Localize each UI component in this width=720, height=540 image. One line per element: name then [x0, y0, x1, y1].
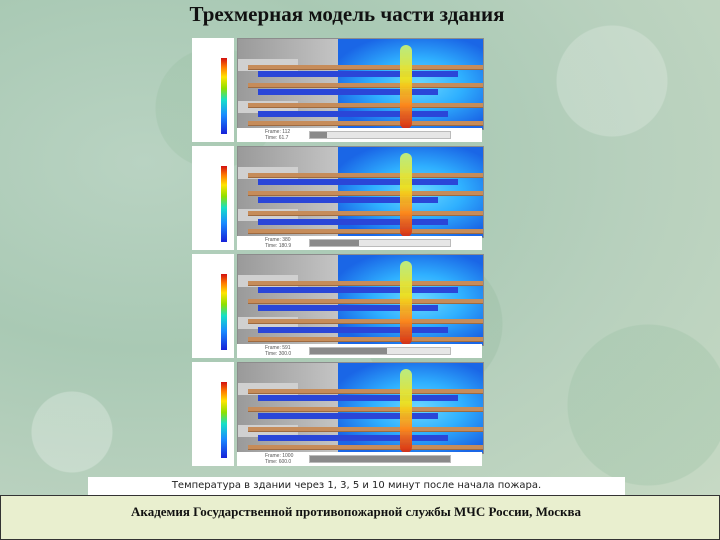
time-label: Time: 600.0 — [265, 459, 292, 465]
simulation-frame: Frame: 591 Time: 300.0 — [192, 254, 484, 358]
floor-slab — [248, 337, 483, 342]
frame-status: Frame: 380 Time: 180.9 — [237, 236, 482, 250]
cold-layer — [258, 287, 458, 293]
building-scene — [237, 146, 484, 238]
cold-layer — [258, 89, 438, 95]
time-progress-fill — [310, 456, 450, 462]
frame-label: Frame: 591 — [265, 345, 291, 351]
time-progress-bar — [309, 455, 451, 463]
floor-slab — [248, 103, 483, 108]
cold-layer — [258, 111, 448, 117]
cold-layer — [258, 327, 448, 333]
cold-layer — [258, 305, 438, 311]
frame-status: Frame: 1000 Time: 600.0 — [237, 452, 482, 466]
frame-status: Frame: 591 Time: 300.0 — [237, 344, 482, 358]
time-progress-bar — [309, 239, 451, 247]
cold-layer — [258, 71, 458, 77]
floor-slab — [248, 445, 483, 450]
cold-layer — [258, 219, 448, 225]
simulation-frame: Frame: 380 Time: 180.9 — [192, 146, 484, 250]
time-label: Time: 300.0 — [265, 351, 292, 357]
fire-plume — [400, 261, 412, 345]
floor-slab — [248, 281, 483, 286]
floor-slab — [248, 121, 483, 126]
cold-layer — [258, 197, 438, 203]
floor-slab — [248, 211, 483, 216]
fire-plume — [400, 153, 412, 237]
floor-slab — [248, 427, 483, 432]
time-progress-fill — [310, 348, 387, 354]
footer-bar: Академия Государственной противопожарной… — [0, 495, 720, 540]
fire-plume — [400, 45, 412, 129]
frame-status: Frame: 112 Time: 61.7 — [237, 128, 482, 142]
temperature-legend — [192, 362, 234, 466]
cold-layer — [258, 435, 448, 441]
time-progress-fill — [310, 240, 359, 246]
floor-slab — [248, 173, 483, 178]
floor-slab — [248, 65, 483, 70]
time-label: Time: 61.7 — [265, 135, 289, 141]
building-scene — [237, 362, 484, 454]
building-scene — [237, 254, 484, 346]
floor-slab — [248, 319, 483, 324]
time-progress-fill — [310, 132, 327, 138]
temperature-legend — [192, 146, 234, 250]
time-progress-bar — [309, 347, 451, 355]
frame-label: Frame: 112 — [265, 129, 291, 135]
cold-layer — [258, 395, 458, 401]
time-label: Time: 180.9 — [265, 243, 292, 249]
building-scene — [237, 38, 484, 130]
slide-title: Трехмерная модель части здания — [189, 2, 505, 26]
floor-slab — [248, 83, 483, 88]
color-scale-bar — [221, 274, 227, 350]
figure-caption: Температура в здании через 1, 3, 5 и 10 … — [88, 477, 625, 495]
frame-label: Frame: 1000 — [265, 453, 294, 459]
footer-text: Академия Государственной противопожарной… — [131, 504, 581, 519]
time-progress-bar — [309, 131, 451, 139]
floor-slab — [248, 299, 483, 304]
temperature-legend — [192, 254, 234, 358]
floor-slab — [248, 389, 483, 394]
color-scale-bar — [221, 58, 227, 134]
cold-layer — [258, 179, 458, 185]
floor-slab — [248, 407, 483, 412]
cold-layer — [258, 413, 438, 419]
color-scale-bar — [221, 166, 227, 242]
simulation-frame: Frame: 112 Time: 61.7 — [192, 38, 484, 142]
simulation-frame: Frame: 1000 Time: 600.0 — [192, 362, 484, 466]
floor-slab — [248, 191, 483, 196]
fire-plume — [400, 369, 412, 453]
frame-label: Frame: 380 — [265, 237, 291, 243]
floor-slab — [248, 229, 483, 234]
temperature-legend — [192, 38, 234, 142]
color-scale-bar — [221, 382, 227, 458]
